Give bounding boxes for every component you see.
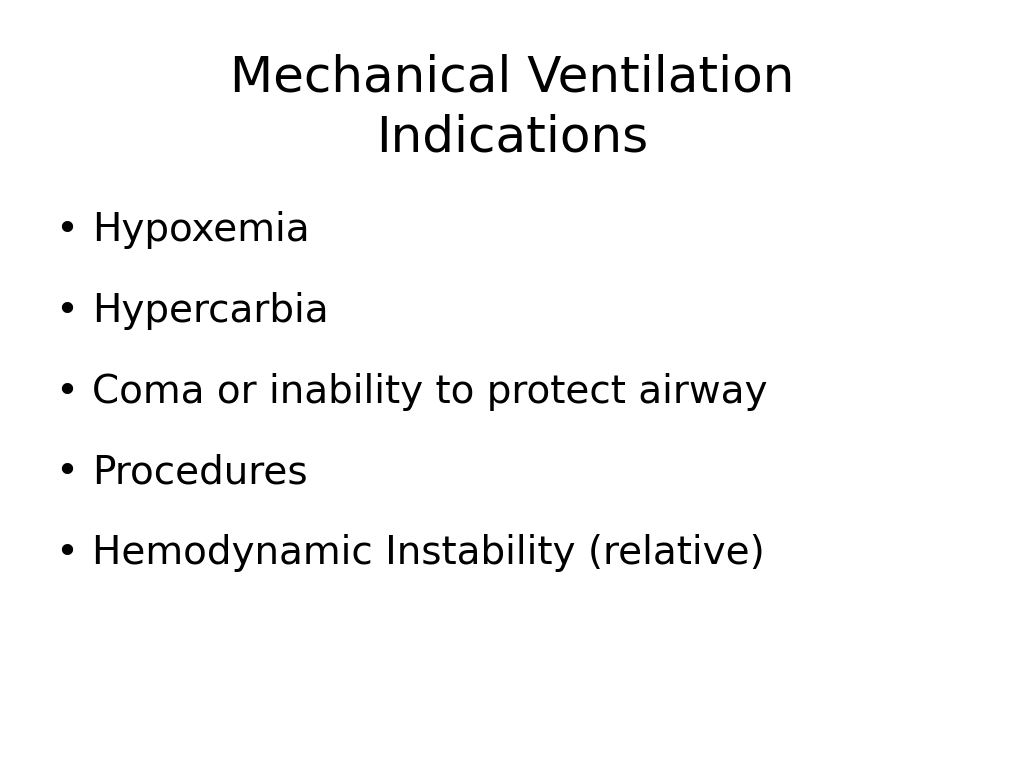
Text: Procedures: Procedures xyxy=(92,453,308,492)
Text: Hypercarbia: Hypercarbia xyxy=(92,292,329,330)
Text: Hypoxemia: Hypoxemia xyxy=(92,211,310,250)
Text: Mechanical Ventilation
Indications: Mechanical Ventilation Indications xyxy=(229,54,795,161)
Text: •: • xyxy=(55,211,78,250)
Text: Hemodynamic Instability (relative): Hemodynamic Instability (relative) xyxy=(92,534,765,572)
Text: •: • xyxy=(55,372,78,411)
Text: •: • xyxy=(55,292,78,330)
Text: •: • xyxy=(55,534,78,572)
Text: Coma or inability to protect airway: Coma or inability to protect airway xyxy=(92,372,768,411)
Text: •: • xyxy=(55,453,78,492)
